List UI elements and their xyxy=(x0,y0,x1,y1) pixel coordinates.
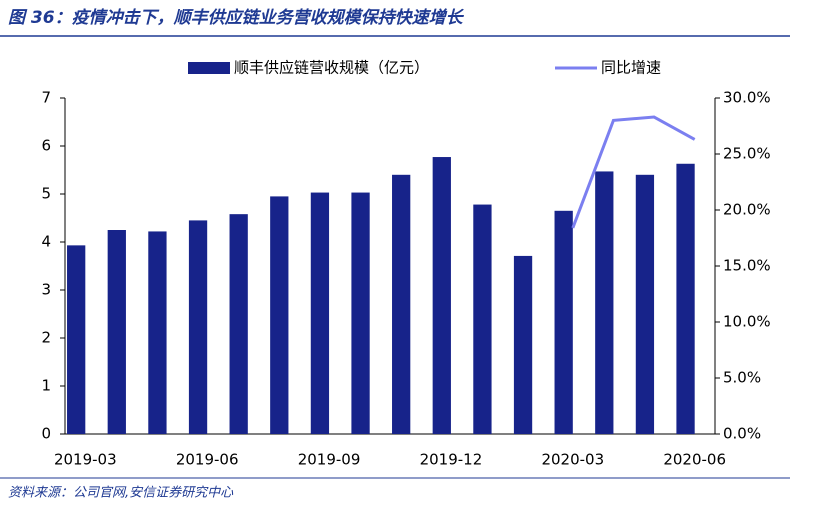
legend-label: 同比增速 xyxy=(601,59,661,77)
bar xyxy=(351,192,370,434)
source: 资料来源：公司官网,安信证券研究中心 xyxy=(8,485,234,501)
bar xyxy=(148,231,167,434)
bar xyxy=(473,204,492,434)
y2-tick-label: 30.0% xyxy=(723,89,771,107)
y2-tick-label: 15.0% xyxy=(723,257,771,275)
bar xyxy=(513,255,533,434)
bar xyxy=(392,174,411,435)
bar xyxy=(229,214,248,434)
legend-swatch xyxy=(188,62,230,74)
bar xyxy=(67,245,86,434)
bar xyxy=(595,171,614,434)
y2-tick-label: 5.0% xyxy=(723,369,761,387)
y-tick-label: 4 xyxy=(41,233,51,251)
legend-label: 顺丰供应链营收规模（亿元） xyxy=(234,59,429,77)
y-tick-label: 0 xyxy=(41,425,51,443)
x-tick-label: 2019-06 xyxy=(176,451,239,469)
y2-tick-label: 0.0% xyxy=(723,425,761,443)
x-tick-label: 2019-12 xyxy=(420,451,483,469)
bar xyxy=(635,174,655,435)
y-tick-label: 7 xyxy=(41,89,51,107)
y2-tick-label: 20.0% xyxy=(723,201,771,219)
bar xyxy=(676,163,695,434)
y-tick-label: 3 xyxy=(41,281,51,299)
bar xyxy=(270,196,289,434)
x-tick-label: 2019-09 xyxy=(298,451,361,469)
line xyxy=(571,115,696,229)
y2-tick-label: 10.0% xyxy=(723,313,771,331)
y-tick-label: 6 xyxy=(41,137,51,155)
y-tick-label: 5 xyxy=(41,185,51,203)
y-tick-label: 2 xyxy=(41,329,51,347)
x-tick-label: 2019-03 xyxy=(54,451,117,469)
bar xyxy=(554,210,573,434)
chart-title: 图 36：疫情冲击下，顺丰供应链业务营收规模保持快速增长 xyxy=(8,8,465,28)
y2-tick-label: 25.0% xyxy=(723,145,771,163)
y-tick-label: 1 xyxy=(41,377,51,395)
bar xyxy=(188,220,208,434)
bar xyxy=(310,192,330,434)
x-tick-label: 2020-03 xyxy=(541,451,604,469)
x-tick-label: 2020-06 xyxy=(663,451,726,469)
bar xyxy=(432,157,451,435)
bar xyxy=(107,230,126,434)
